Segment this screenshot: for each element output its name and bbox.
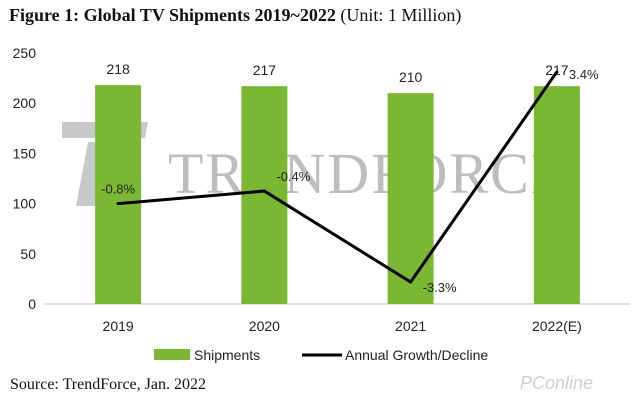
y-tick-label: 150 [13, 145, 37, 161]
x-tick-label: 2022(E) [532, 318, 582, 334]
x-tick-label: 2021 [395, 318, 426, 334]
title-unit: (Unit: 1 Million) [335, 5, 462, 25]
bar-value-label: 218 [106, 61, 130, 77]
growth-point [409, 280, 413, 284]
growth-label: -3.3% [423, 280, 457, 295]
growth-point [555, 70, 559, 74]
growth-label: -0.8% [101, 182, 135, 197]
title-main: Figure 1: Global TV Shipments 2019~2022 [9, 5, 336, 25]
y-tick-label: 100 [13, 196, 37, 212]
growth-line: -0.8% -0.4% -3.3% 3.4% [101, 67, 599, 295]
chart-title: Figure 1: Global TV Shipments 2019~2022 … [9, 5, 461, 26]
bar-value-label: 217 [545, 62, 569, 78]
y-tick-label: 50 [20, 246, 36, 262]
shipment-bar [387, 93, 434, 304]
x-tick-label: 2020 [249, 318, 280, 334]
trendforce-wordmark: TRENDFORCE [168, 141, 568, 206]
y-tick-label: 0 [28, 296, 36, 312]
shipment-bar [241, 86, 288, 304]
legend-label-shipments: Shipments [194, 347, 260, 363]
shipment-bar [533, 86, 580, 304]
bar-value-label: 217 [253, 62, 277, 78]
source-note: Source: TrendForce, Jan. 2022 [10, 376, 206, 393]
x-tick-label: 2019 [103, 318, 134, 334]
growth-point [116, 202, 120, 206]
legend-label-growth: Annual Growth/Decline [345, 347, 488, 363]
y-tick-label: 250 [13, 45, 37, 61]
growth-point [262, 189, 266, 193]
pconline-watermark: PConline [520, 373, 593, 393]
growth-line-path [117, 70, 559, 284]
growth-label: -0.4% [276, 169, 310, 184]
bar-value-label: 210 [399, 69, 423, 85]
shipment-bar [95, 85, 142, 305]
growth-label: 3.4% [569, 67, 599, 82]
legend-swatch-shipments [154, 349, 190, 360]
legend: Shipments Annual Growth/Decline [154, 347, 488, 363]
pconline-text: PConline [520, 373, 593, 393]
bars: 218 217 210 217 [95, 61, 580, 305]
y-tick-label: 200 [13, 95, 37, 111]
axes: 0 50 100 150 200 250 2019 2020 2021 2022(E) [13, 45, 630, 334]
